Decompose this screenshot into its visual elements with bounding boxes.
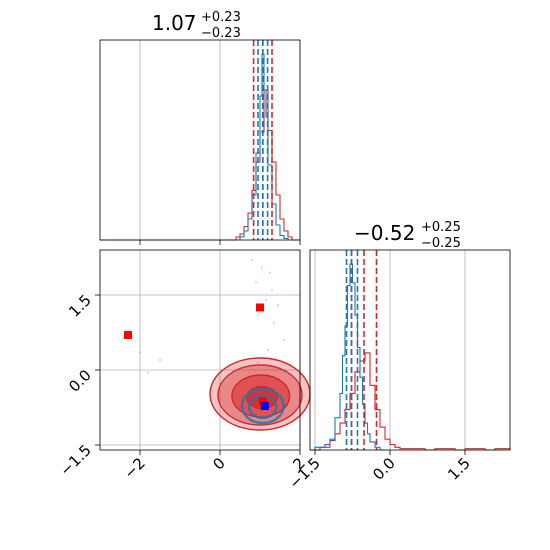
2d-scatter-point-14	[266, 348, 270, 352]
panel-p0-hist-frame	[99, 39, 301, 241]
2d-xtick-label-1: 0	[209, 454, 228, 473]
panel-p1-hist-frame	[309, 249, 511, 451]
title-p1-lower: −0.25	[421, 236, 461, 251]
2d-scatter-point-3	[254, 281, 258, 284]
2d-ytick-label-1: 0.0	[65, 366, 95, 396]
p1-hist-series-1	[314, 263, 385, 451]
title-p0-upper: +0.23	[201, 10, 241, 25]
2d-xtick-label-0: −2	[120, 454, 148, 482]
panel-p1-hist: −1.5 0.0 1.5	[285, 249, 511, 493]
2d-scatter-point-10	[130, 338, 134, 342]
2d-contour-blue-1	[247, 394, 278, 420]
p1-hist-xtick-label-1: 0.0	[369, 454, 399, 484]
2d-scatter-point-1	[260, 266, 264, 269]
panel-2d: −2 0 2−1.50.01.5	[56, 249, 311, 482]
2d-scatter-point-13	[146, 371, 150, 374]
2d-scatter-point-15	[256, 361, 260, 364]
title-p0: 1.07 +0.23 −0.23	[152, 10, 241, 41]
p0-hist-series-1	[239, 53, 289, 240]
2d-scatter-point-8	[272, 321, 276, 324]
2d-outlier-point-1	[256, 303, 264, 312]
2d-scatter-point-0	[250, 258, 254, 262]
2d-outlier-point-0	[124, 331, 132, 339]
p1-hist-xtick-label-2: 1.5	[444, 454, 474, 484]
2d-scatter-point-4	[270, 288, 274, 292]
2d-scatter-point-7	[256, 313, 260, 317]
2d-scatter-point-6	[276, 303, 280, 307]
2d-ytick-label-0: −1.5	[56, 441, 94, 479]
panel-p0-hist	[99, 39, 301, 245]
title-p0-lower: −0.23	[201, 26, 241, 41]
2d-scatter-point-12	[158, 358, 162, 362]
2d-scatter-point-11	[138, 351, 142, 354]
2d-marker-point-1	[260, 402, 269, 410]
2d-marker-point-0	[258, 397, 267, 405]
2d-scatter-point-5	[264, 298, 268, 302]
title-p1: −0.52 +0.25 −0.25	[354, 220, 461, 251]
2d-ytick-label-2: 1.5	[65, 291, 95, 321]
title-p1-upper: +0.25	[421, 220, 461, 235]
2d-scatter-point-9	[282, 338, 286, 342]
2d-scatter-point-2	[268, 271, 272, 274]
2d-contour-blue-0	[240, 387, 285, 425]
title-p0-value: 1.07	[152, 11, 197, 35]
title-p1-value: −0.52	[354, 221, 415, 245]
panel-2d-frame	[99, 249, 301, 451]
